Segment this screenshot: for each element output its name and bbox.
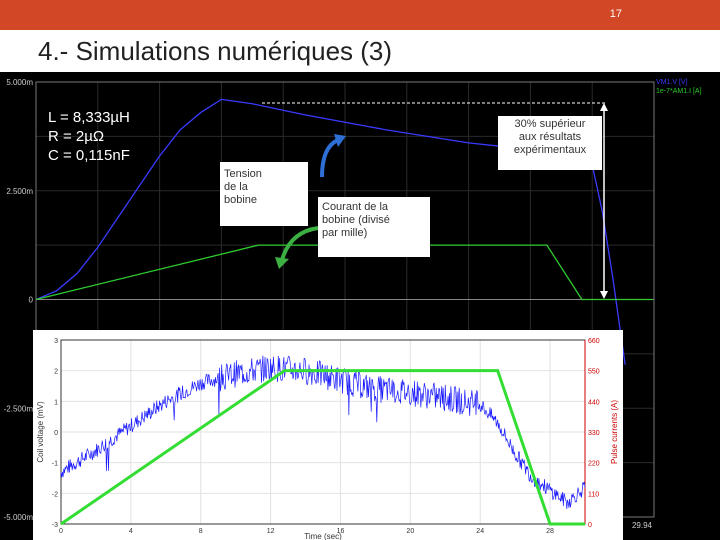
experimental-y2-ticks: 0 110 220 330 440 550 660 xyxy=(588,338,600,529)
difference-arrow-bottom xyxy=(600,291,608,299)
callout-superieur-line: expérimentaux xyxy=(513,144,587,156)
simulation-y-ticks: 5.000m 2.500m 0 -2.500m -5.000m xyxy=(4,78,34,522)
callout-superieur-line: aux résultats xyxy=(518,131,582,143)
experimental-x-axis-label: Time (sec) xyxy=(304,532,342,540)
slide-number: 17 xyxy=(609,8,622,20)
callout-tension-line: Tension xyxy=(224,168,262,180)
exp-y-tick-label: 1 xyxy=(54,399,58,406)
pointer-arrow-current xyxy=(280,226,319,261)
callout-courant-line: Courant de la xyxy=(322,201,389,213)
callout-courant-line: par mille) xyxy=(322,227,368,239)
callout-superieur-line: 30% supérieur xyxy=(514,118,586,130)
sim-legend-entry: VM1.V [V] xyxy=(656,79,688,86)
pointer-arrow-voltage xyxy=(320,138,339,178)
simulation-x-ticks: 29.94 xyxy=(632,521,653,530)
callout-courant-line: bobine (divisé xyxy=(322,214,390,226)
top-accent-bar xyxy=(0,0,720,30)
exp-y-tick-label: -1 xyxy=(52,461,58,468)
callout-superieur: 30% supérieur aux résultats expérimentau… xyxy=(498,116,602,170)
callout-courant: Courant de la bobine (divisé par mille) xyxy=(318,197,430,257)
exp-y-tick-label: 3 xyxy=(54,338,58,345)
sim-y-tick-label: 2.500m xyxy=(6,187,33,196)
pointer-arrow-voltage-head xyxy=(334,134,346,147)
sim-legend-entry: 1e-7*AM1.I [A] xyxy=(656,88,702,95)
exp-y-tick-label: -3 xyxy=(52,522,58,529)
experimental-y2-axis-label: Pulse currents (A) xyxy=(610,400,619,464)
exp-y-tick-label: 2 xyxy=(54,369,58,376)
experimental-background xyxy=(33,330,623,540)
circuit-parameters: L = 8,333µH R = 2µΩ C = 0,115nF xyxy=(48,108,130,165)
sim-x-tick-label: 29.94 xyxy=(632,521,653,530)
callout-tension-line: bobine xyxy=(224,194,258,206)
exp-x-tick-label: 24 xyxy=(476,528,484,535)
exp-x-tick-label: 16 xyxy=(337,528,345,535)
callout-tension: Tension de la bobine xyxy=(220,162,308,226)
sim-y-tick-label: -5.000m xyxy=(4,513,34,522)
sim-y-tick-label: -2.500m xyxy=(4,404,34,413)
difference-arrow-top xyxy=(600,103,608,111)
exp-x-tick-label: 4 xyxy=(129,528,133,535)
exp-x-tick-label: 12 xyxy=(267,528,275,535)
simulation-legend: VM1.V [V] 1e-7*AM1.I [A] xyxy=(656,79,702,95)
pointer-arrow-current-head xyxy=(275,257,289,269)
exp-y-tick-label: -2 xyxy=(52,491,58,498)
sim-current-line xyxy=(35,244,653,301)
exp-voltage-line xyxy=(60,355,586,509)
exp-x-tick-label: 20 xyxy=(406,528,414,535)
exp-y2-tick-label: 110 xyxy=(588,491,599,498)
exp-y2-tick-label: 0 xyxy=(588,522,592,529)
slide-title: 4.- Simulations numériques (3) xyxy=(38,36,393,66)
experimental-x-ticks: 0 4 8 12 16 20 24 28 xyxy=(59,340,586,535)
exp-y-tick-label: 0 xyxy=(54,430,58,437)
experimental-y-axis-label: Coil voltage (mV) xyxy=(36,401,45,463)
exp-x-tick-label: 0 xyxy=(59,528,63,535)
experimental-y-ticks: -3 -2 -1 0 1 2 3 xyxy=(52,338,58,529)
exp-x-tick-label: 28 xyxy=(546,528,554,535)
exp-y2-tick-label: 550 xyxy=(588,369,600,376)
exp-y2-tick-label: 330 xyxy=(588,430,600,437)
param-resistance: R = 2µΩ xyxy=(48,128,105,145)
exp-current-line xyxy=(60,369,585,526)
exp-x-tick-label: 8 xyxy=(199,528,203,535)
exp-y2-tick-label: 440 xyxy=(588,399,600,406)
experimental-series xyxy=(60,355,586,526)
param-capacitance: C = 0,115nF xyxy=(48,147,130,164)
exp-y2-tick-label: 660 xyxy=(588,338,600,345)
sim-y-tick-label: 0 xyxy=(29,296,34,305)
exp-y2-tick-label: 220 xyxy=(588,461,600,468)
param-inductance: L = 8,333µH xyxy=(48,109,130,126)
callout-tension-line: de la xyxy=(224,181,248,193)
sim-y-tick-label: 5.000m xyxy=(6,78,33,87)
